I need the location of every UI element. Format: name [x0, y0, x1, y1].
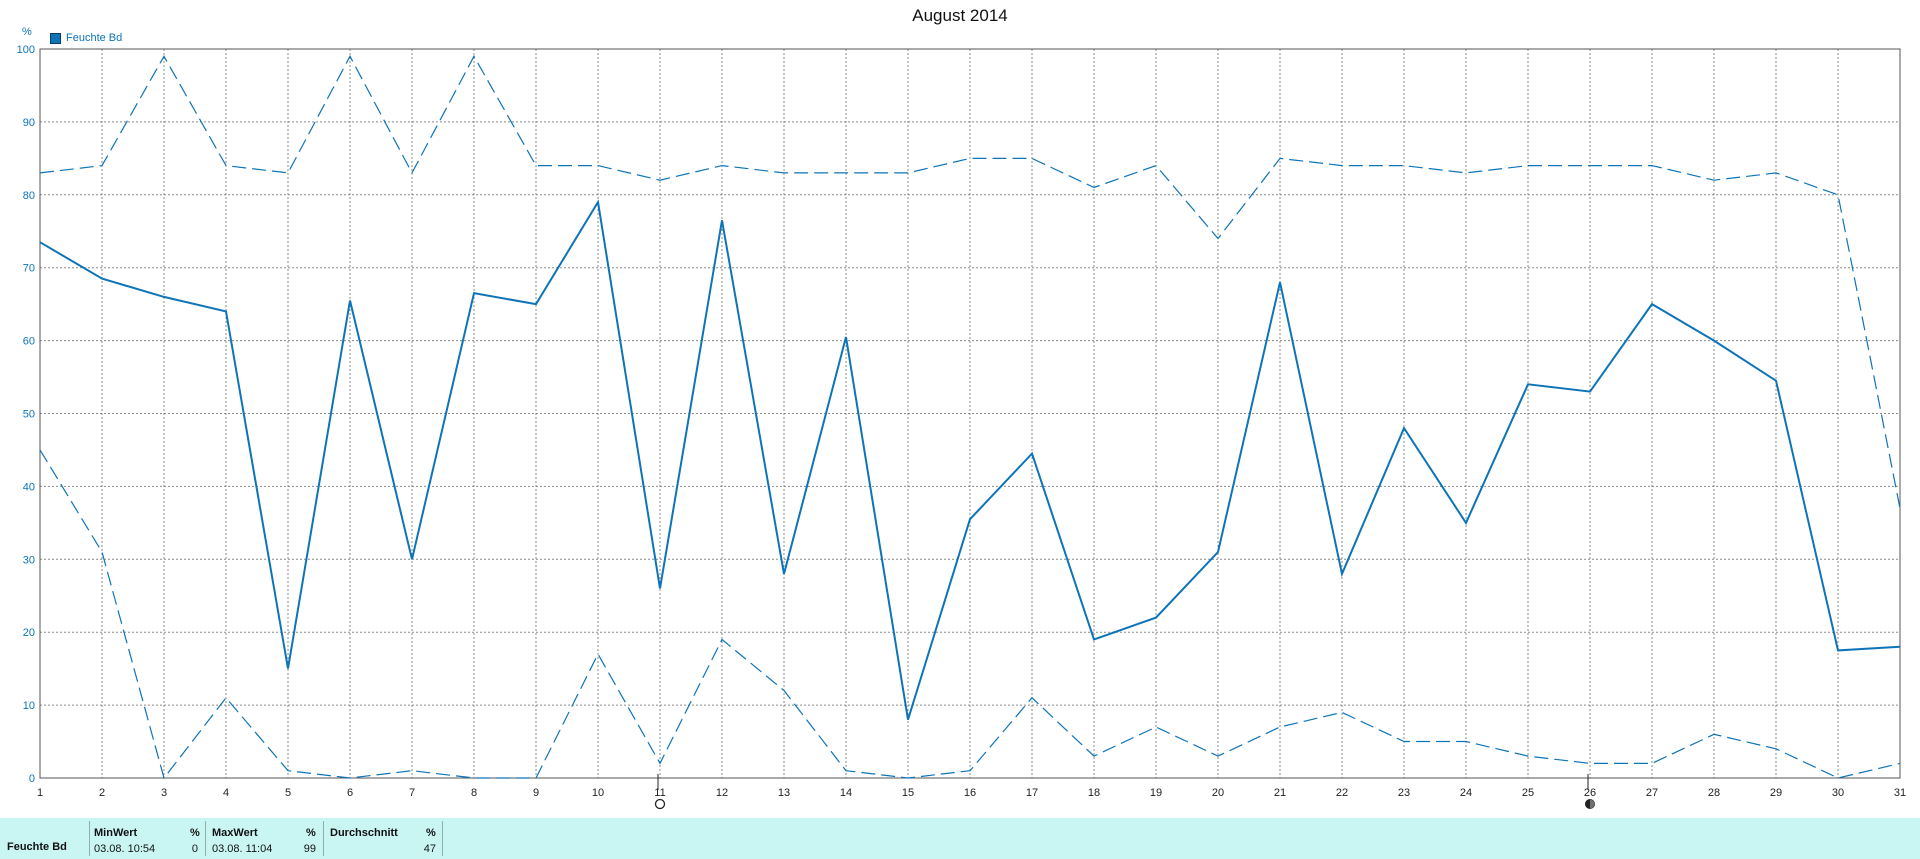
x-tick-label: 18 [1088, 787, 1100, 799]
x-tick-label: 6 [347, 787, 353, 799]
stats-min-time: 03.08. 10:54 [94, 843, 156, 855]
stats-avg-unit: % [426, 827, 436, 839]
chart-title: August 2014 [912, 6, 1008, 25]
statistics-bar: Feuchte Bd MinWert % 03.08. 10:54 0 MaxW… [0, 818, 1920, 859]
x-tick-label: 20 [1212, 787, 1224, 799]
x-tick-label: 8 [471, 787, 477, 799]
x-tick-label: 16 [964, 787, 976, 799]
y-tick-label: 60 [23, 336, 35, 348]
x-tick-label: 12 [716, 787, 728, 799]
stats-max-unit: % [306, 827, 316, 839]
x-tick-label: 26 [1584, 787, 1596, 799]
series-line-dashed-1 [39, 55, 1901, 509]
y-tick-label: 70 [23, 263, 35, 275]
stats-max-header: MaxWert [212, 827, 258, 839]
legend-swatch [50, 32, 61, 44]
x-tick-label: 22 [1336, 787, 1348, 799]
x-tick-label: 2 [99, 787, 105, 799]
x-tick-label: 11 [654, 787, 665, 799]
y-tick-label: 50 [23, 409, 35, 421]
x-tick-label: 21 [1274, 787, 1286, 799]
x-tick-label: 4 [223, 787, 229, 799]
x-tick-label: 9 [533, 787, 539, 799]
grid-lines [40, 49, 1900, 778]
x-tick-label: 24 [1460, 787, 1472, 799]
moon-phase-markers [654, 774, 1595, 810]
x-tick-label: 10 [592, 787, 604, 799]
stats-min-unit: % [190, 827, 200, 839]
stats-avg-cell: Durchschnitt % 47 [324, 818, 442, 859]
new-moon-icon [654, 798, 666, 810]
series-line-dashed-2 [39, 449, 1901, 780]
stats-min-value: 0 [191, 843, 198, 855]
x-tick-label: 27 [1646, 787, 1658, 799]
x-tick-label: 28 [1708, 787, 1720, 799]
x-tick-label: 3 [161, 787, 167, 799]
series-lines [39, 55, 1901, 780]
x-tick-label: 13 [778, 787, 790, 799]
y-tick-label: 90 [23, 117, 35, 129]
stats-row-label: Feuchte Bd [7, 841, 67, 853]
stats-min-cell: MinWert % 03.08. 10:54 0 [90, 818, 204, 859]
stats-max-value: 99 [303, 843, 316, 855]
x-axis: 1 2 3 4 5 6 7 8 9 10 11 12 13 14 15 16 17 18 19 20 21 22 23 24 2… [37, 787, 1906, 799]
x-tick-label: 31 [1894, 787, 1906, 799]
x-tick-label: 19 [1150, 787, 1162, 799]
plot-area [39, 48, 1901, 779]
y-tick-label: 20 [23, 627, 35, 639]
stats-avg-header: Durchschnitt [330, 827, 398, 839]
y-tick-label: 40 [23, 481, 35, 493]
stats-avg-value: 47 [423, 843, 436, 855]
x-tick-label: 7 [409, 787, 415, 799]
y-tick-label: 100 [17, 44, 35, 56]
y-axis: 0 10 20 30 40 50 60 70 80 90 100 [17, 44, 35, 785]
x-tick-label: 17 [1026, 787, 1038, 799]
full-moon-icon [1585, 799, 1595, 809]
stats-max-cell: MaxWert % 03.08. 11:04 99 [206, 818, 320, 859]
stats-min-header: MinWert [94, 827, 138, 839]
x-tick-label: 14 [840, 787, 852, 799]
y-tick-label: 10 [23, 700, 35, 712]
y-tick-label: 80 [23, 190, 35, 202]
stats-max-time: 03.08. 11:04 [212, 843, 273, 855]
x-tick-label: 25 [1522, 787, 1534, 799]
legend-label: Feuchte Bd [66, 32, 123, 44]
legend: Feuchte Bd [50, 32, 122, 44]
x-tick-label: 30 [1832, 787, 1844, 799]
x-tick-label: 15 [902, 787, 914, 799]
y-tick-label: 0 [29, 773, 35, 785]
y-tick-label: 30 [23, 554, 35, 566]
y-axis-unit-label: % [22, 26, 32, 38]
x-tick-label: 29 [1770, 787, 1782, 799]
x-tick-label: 5 [285, 787, 291, 799]
series-line-main [39, 199, 1901, 720]
x-tick-label: 23 [1398, 787, 1410, 799]
x-tick-label: 1 [37, 787, 43, 799]
